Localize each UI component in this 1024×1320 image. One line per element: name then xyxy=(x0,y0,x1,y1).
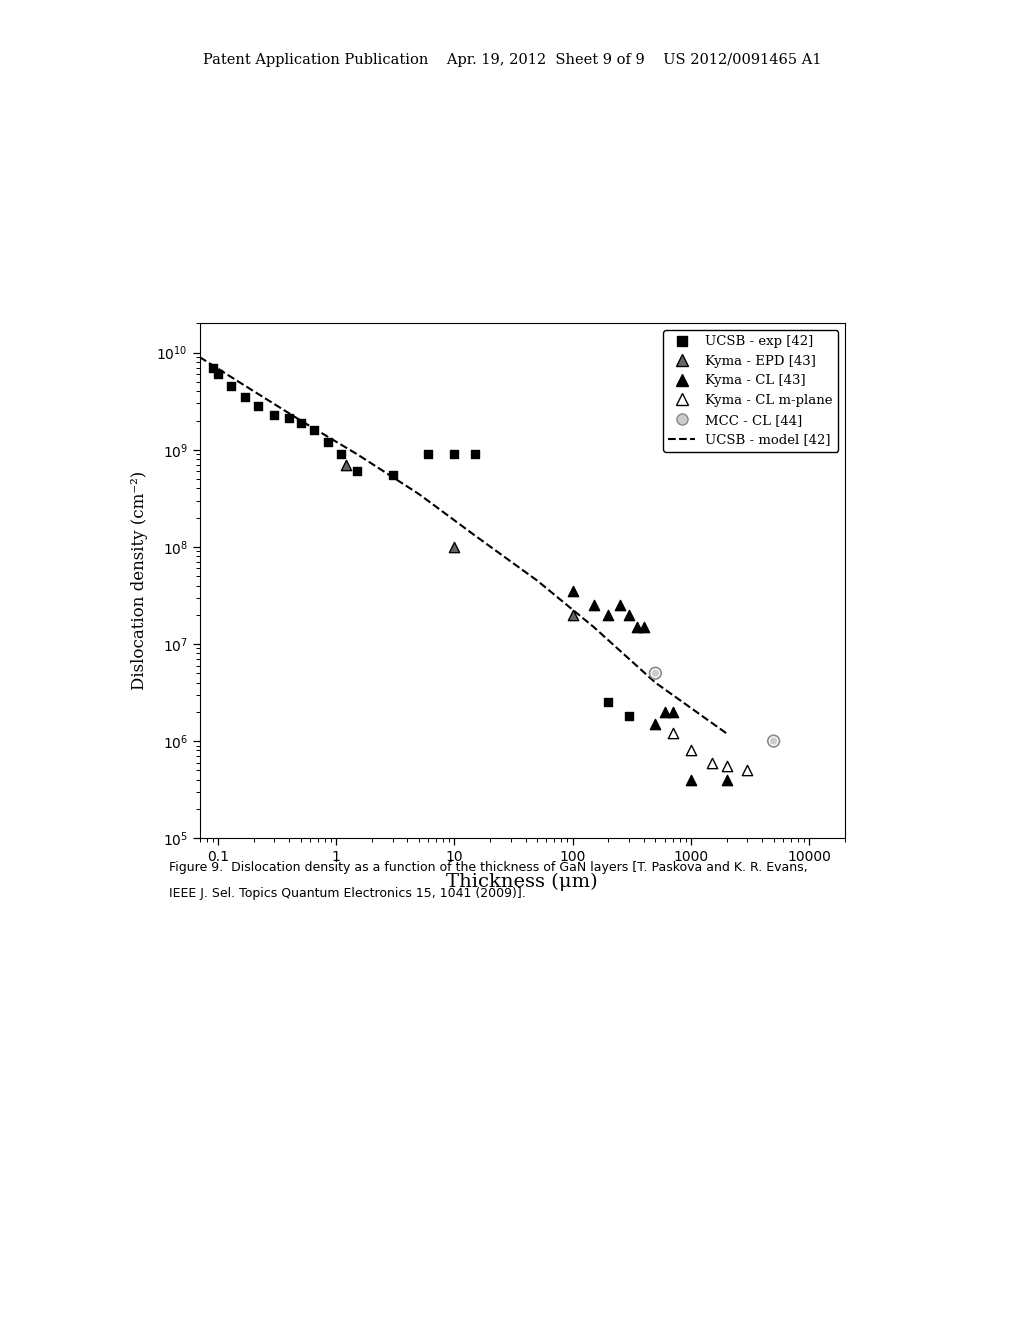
UCSB - exp [42] xyxy=(349,461,366,482)
UCSB - exp [42] xyxy=(237,387,253,408)
Kyma - CL [43] xyxy=(564,581,581,602)
Kyma - CL [43] xyxy=(656,701,673,722)
Kyma - CL m-plane xyxy=(739,760,756,781)
Kyma - CL [43] xyxy=(636,616,652,638)
Point xyxy=(765,730,781,751)
Text: Patent Application Publication    Apr. 19, 2012  Sheet 9 of 9    US 2012/0091465: Patent Application Publication Apr. 19, … xyxy=(203,53,821,67)
Kyma - CL [43] xyxy=(586,595,602,616)
UCSB - exp [42] xyxy=(306,420,323,441)
UCSB - exp [42] xyxy=(205,358,221,379)
UCSB - model [42] xyxy=(588,619,600,635)
Kyma - EPD [43] xyxy=(564,605,581,626)
UCSB - model [42] xyxy=(531,573,544,589)
UCSB - exp [42] xyxy=(266,404,283,425)
UCSB - exp [42] xyxy=(250,396,266,417)
UCSB - exp [42] xyxy=(210,363,226,384)
UCSB - model [42] xyxy=(721,726,733,742)
Kyma - CL m-plane xyxy=(665,723,681,744)
UCSB - exp [42] xyxy=(333,444,349,465)
Kyma - CL [43] xyxy=(621,605,637,626)
Line: UCSB - model [42]: UCSB - model [42] xyxy=(200,358,727,734)
Y-axis label: Dislocation density (cm⁻²): Dislocation density (cm⁻²) xyxy=(131,471,148,690)
Kyma - EPD [43] xyxy=(446,536,463,557)
Kyma - CL [43] xyxy=(683,770,699,791)
Kyma - CL [43] xyxy=(600,605,616,626)
UCSB - exp [42] xyxy=(420,444,436,465)
MCC - CL [44] xyxy=(765,730,781,751)
Kyma - CL m-plane xyxy=(703,752,720,774)
UCSB - exp [42] xyxy=(384,465,400,486)
Point xyxy=(647,663,664,684)
UCSB - exp [42] xyxy=(281,408,297,429)
Kyma - CL [43] xyxy=(719,770,735,791)
UCSB - exp [42] xyxy=(319,432,336,453)
UCSB - model [42] xyxy=(295,413,307,429)
Kyma - CL [43] xyxy=(611,595,628,616)
Legend: UCSB - exp [42], Kyma - EPD [43], Kyma - CL [43], Kyma - CL m-plane, MCC - CL [4: UCSB - exp [42], Kyma - EPD [43], Kyma -… xyxy=(664,330,839,451)
UCSB - exp [42] xyxy=(446,444,463,465)
UCSB - exp [42] xyxy=(621,706,637,727)
UCSB - exp [42] xyxy=(223,376,240,397)
X-axis label: Thickness (μm): Thickness (μm) xyxy=(446,873,598,891)
Kyma - CL [43] xyxy=(629,616,645,638)
UCSB - exp [42] xyxy=(293,412,309,433)
UCSB - model [42] xyxy=(413,486,425,502)
UCSB - exp [42] xyxy=(467,444,483,465)
MCC - CL [44] xyxy=(647,663,664,684)
Kyma - CL [43] xyxy=(647,713,664,734)
UCSB - model [42] xyxy=(232,374,245,389)
Kyma - CL m-plane xyxy=(683,741,699,762)
Kyma - EPD [43] xyxy=(338,454,354,475)
UCSB - model [42] xyxy=(194,350,206,366)
UCSB - model [42] xyxy=(351,446,364,462)
Kyma - CL [43] xyxy=(665,701,681,722)
Text: IEEE J. Sel. Topics Quantum Electronics 15, 1041 (2009)].: IEEE J. Sel. Topics Quantum Electronics … xyxy=(169,887,525,900)
UCSB - model [42] xyxy=(649,675,662,690)
Text: Figure 9.  Dislocation density as a function of the thickness of GaN layers [T. : Figure 9. Dislocation density as a funct… xyxy=(169,861,808,874)
UCSB - model [42] xyxy=(469,528,481,544)
UCSB - exp [42] xyxy=(600,692,616,713)
Kyma - CL m-plane xyxy=(719,756,735,777)
